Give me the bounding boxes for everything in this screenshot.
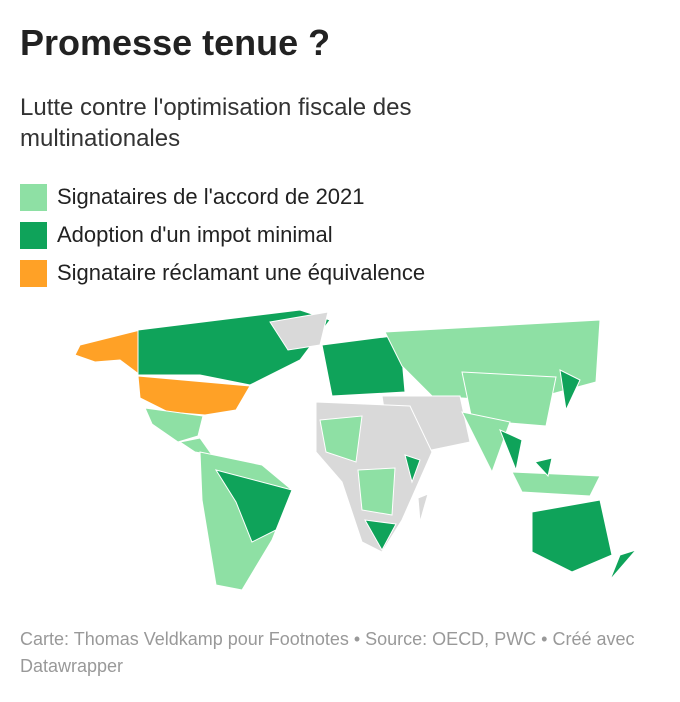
legend-swatch	[20, 259, 47, 287]
legend-item: Adoption d'un impot minimal	[20, 216, 425, 254]
region	[321, 334, 406, 397]
legend-label: Adoption d'un impot minimal	[57, 222, 333, 247]
legend-item: Signataires de l'accord de 2021	[20, 178, 425, 216]
region	[461, 371, 557, 427]
footer: Carte: Thomas Veldkamp pour Footnotes • …	[20, 629, 635, 676]
region	[269, 311, 329, 351]
world-map	[74, 309, 638, 591]
region	[364, 519, 397, 552]
region	[534, 457, 553, 478]
region	[319, 415, 363, 463]
subtitle: Lutte contre l'optimisation fiscale des …	[20, 94, 412, 152]
region	[404, 454, 421, 484]
legend-label: Signataire réclamant une équivalence	[57, 260, 426, 285]
region	[357, 467, 396, 516]
legend: Signataires de l'accord de 2021 Adoption …	[20, 178, 425, 292]
legend-item: Signataire réclamant une équivalence	[20, 254, 425, 292]
region	[144, 407, 204, 443]
region	[137, 375, 251, 416]
region	[74, 329, 141, 376]
region	[559, 369, 581, 412]
region	[461, 411, 511, 474]
legend-swatch	[20, 221, 47, 249]
region	[609, 548, 638, 581]
region	[531, 499, 613, 573]
region	[511, 471, 601, 497]
region	[178, 437, 214, 456]
region	[417, 493, 429, 523]
region	[499, 429, 523, 472]
title: Promesse tenue ?	[20, 22, 331, 63]
legend-label: Signataires de l'accord de 2021	[57, 184, 365, 209]
legend-swatch	[20, 183, 47, 211]
region	[214, 469, 293, 543]
